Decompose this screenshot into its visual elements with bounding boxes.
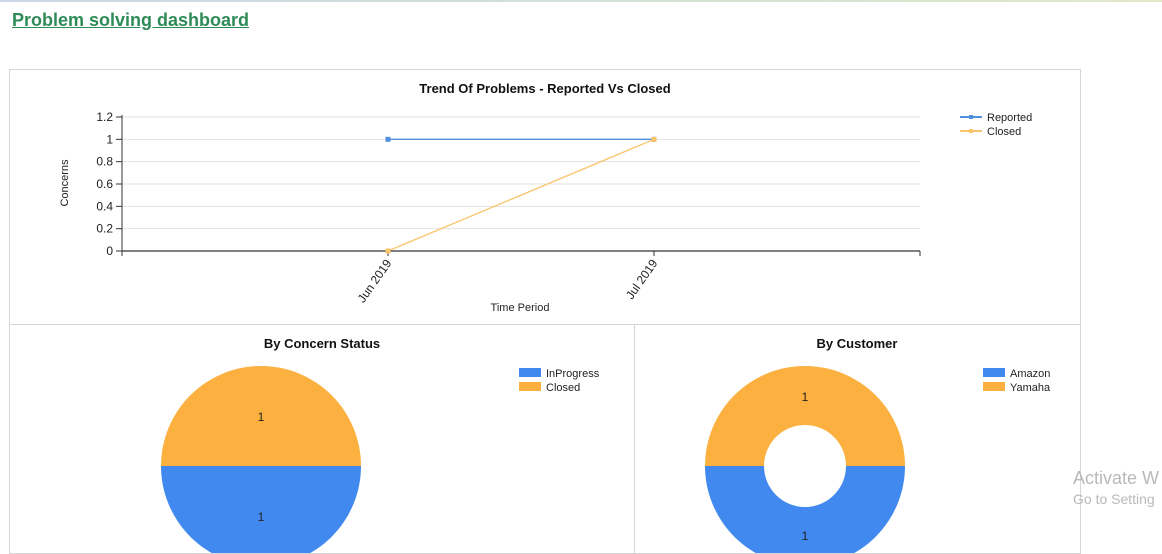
legend-label-yamaha: Yamaha <box>1010 382 1051 394</box>
slice-label-amazon: 1 <box>802 529 809 543</box>
customer-chart-title: By Customer <box>817 336 898 351</box>
legend-label-inprogress: InProgress <box>546 368 600 380</box>
legend-marker-reported <box>969 115 973 119</box>
trend-chart: Trend Of Problems - Reported Vs Closed 0… <box>59 81 1032 314</box>
concern-status-slices: 11 <box>161 366 361 553</box>
trend-chart-panel: Trend Of Problems - Reported Vs Closed 0… <box>9 69 1081 325</box>
slice-label-inprogress: 1 <box>258 510 265 524</box>
legend-marker-closed <box>969 129 973 133</box>
trend-x-axis: Jun 2019 Jul 2019 <box>122 250 921 305</box>
slice-label-yamaha: 1 <box>802 390 809 404</box>
legend-label-amazon: Amazon <box>1010 368 1050 380</box>
trend-y-tick-label: 0.8 <box>96 155 113 169</box>
customer-slices: 11 <box>705 366 905 553</box>
activation-watermark: Activate W Go to Setting <box>1073 468 1162 507</box>
slice-closed <box>161 366 361 466</box>
trend-y-tick-label: 0.2 <box>96 222 113 236</box>
trend-x-axis-title: Time Period <box>491 302 550 314</box>
top-strip <box>0 0 1162 2</box>
legend-label-closed: Closed <box>987 126 1021 138</box>
series-point-closed <box>651 136 657 142</box>
slice-yamaha <box>705 366 905 466</box>
legend-label-reported: Reported <box>987 112 1032 124</box>
trend-y-tick-label: 0.4 <box>96 199 113 213</box>
legend-swatch-amazon <box>983 368 1005 377</box>
slice-inprogress <box>161 466 361 553</box>
trend-gridlines <box>122 116 920 230</box>
trend-x-tick-label: Jul 2019 <box>623 256 661 301</box>
slice-amazon <box>705 466 905 553</box>
legend-label-closed: Closed <box>546 382 580 394</box>
page-title[interactable]: Problem solving dashboard <box>12 10 250 30</box>
watermark-line-2: Go to Setting <box>1073 491 1155 507</box>
trend-y-tick-label: 0.6 <box>96 177 113 191</box>
series-point-closed <box>385 248 391 254</box>
customer-legend: Amazon Yamaha <box>983 368 1051 394</box>
concern-status-legend: InProgress Closed <box>519 368 600 394</box>
trend-y-axis-title: Concerns <box>59 159 71 207</box>
legend-swatch-yamaha <box>983 382 1005 391</box>
slice-label-closed: 1 <box>258 410 265 424</box>
trend-series <box>385 136 657 254</box>
watermark-line-1: Activate W <box>1073 468 1160 488</box>
legend-swatch-closed <box>519 382 541 391</box>
trend-x-tick-label: Jun 2019 <box>355 256 395 305</box>
trend-legend: Reported Closed <box>960 112 1032 138</box>
trend-y-tick-label: 0 <box>106 244 113 258</box>
series-point-reported <box>385 136 391 142</box>
trend-y-tick-label: 1.2 <box>96 110 113 124</box>
trend-chart-title: Trend Of Problems - Reported Vs Closed <box>419 81 670 96</box>
series-line-closed <box>387 138 655 252</box>
trend-y-axis: 0 0.2 0.4 0.6 0.8 1 1.2 <box>96 110 123 258</box>
legend-swatch-inprogress <box>519 368 541 377</box>
trend-y-tick-label: 1 <box>106 132 113 146</box>
concern-status-chart-title: By Concern Status <box>264 336 380 351</box>
